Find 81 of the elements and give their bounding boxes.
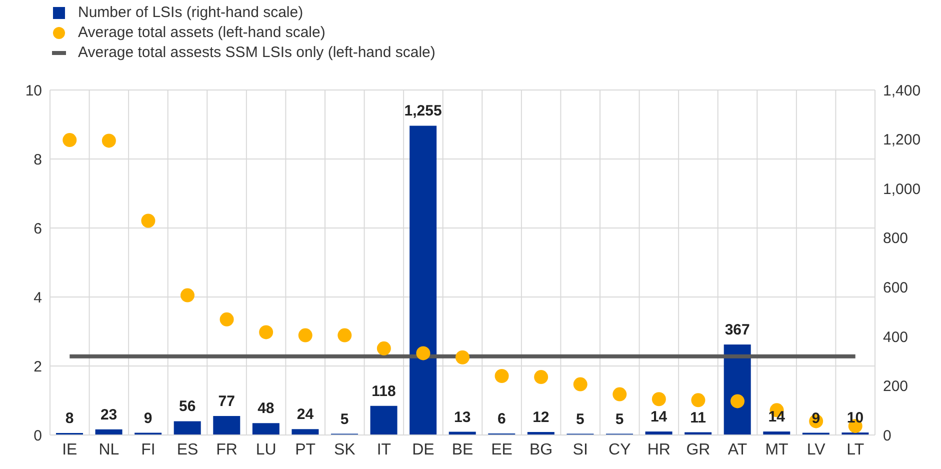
- data-label: 1,255: [404, 102, 442, 120]
- x-tick-label: MT: [765, 441, 789, 458]
- x-tick-label: PT: [295, 441, 316, 458]
- y2-tick-label: 1,200: [883, 132, 921, 149]
- point: [141, 214, 156, 228]
- data-label: 77: [218, 393, 235, 410]
- point: [259, 325, 274, 340]
- data-label: 12: [532, 409, 550, 426]
- y2-tick-label: 400: [883, 328, 908, 346]
- y-tick-label: 10: [25, 82, 42, 100]
- x-tick-label: FR: [216, 441, 238, 458]
- data-label: 5: [576, 410, 584, 428]
- x-tick-label: SK: [334, 441, 356, 458]
- data-label: 9: [812, 410, 820, 427]
- x-tick-label: ES: [176, 441, 198, 458]
- point: [180, 288, 194, 302]
- y-tick-label: 0: [34, 427, 42, 444]
- point: [691, 393, 706, 408]
- y2-tick-label: 0: [883, 427, 892, 444]
- data-label: 6: [497, 410, 506, 428]
- point: [376, 341, 391, 356]
- x-tick-label: AT: [728, 441, 748, 458]
- bar: [213, 416, 240, 435]
- bar: [292, 429, 319, 435]
- x-tick-label: LT: [846, 441, 864, 458]
- x-tick-label: HR: [647, 441, 670, 458]
- data-label: 56: [179, 398, 196, 416]
- data-label: 9: [144, 410, 152, 427]
- y-tick-label: 6: [34, 220, 42, 238]
- x-tick-label: BG: [530, 441, 553, 458]
- point: [612, 387, 627, 402]
- bar: [410, 126, 437, 435]
- point: [534, 370, 548, 384]
- point: [730, 394, 744, 408]
- point: [494, 369, 509, 384]
- y2-tick-label: 1,000: [883, 180, 921, 198]
- y2-tick-label: 600: [883, 279, 908, 296]
- x-tick-label: IE: [62, 441, 78, 458]
- data-label: 13: [454, 408, 471, 426]
- point: [220, 312, 234, 326]
- x-tick-label: IT: [376, 441, 392, 458]
- legend-label: Average total assests SSM LSIs only (left-hand scale): [78, 44, 436, 61]
- x-tick-label: BE: [452, 441, 474, 458]
- y-tick-label: 8: [34, 151, 42, 168]
- point: [62, 133, 77, 148]
- x-tick-label: LU: [256, 441, 276, 458]
- data-label: 367: [724, 322, 750, 339]
- data-label: 11: [690, 409, 706, 426]
- x-tick-label: LV: [806, 441, 826, 458]
- data-label: 118: [372, 382, 396, 400]
- data-label: 5: [615, 410, 624, 428]
- legend-label: Average total assets (left-hand scale): [78, 24, 326, 41]
- point: [102, 134, 116, 148]
- bar: [174, 421, 201, 435]
- y-tick-label: 4: [34, 289, 42, 306]
- point: [652, 392, 666, 406]
- x-tick-label: SI: [572, 441, 588, 458]
- y2-tick-label: 1,400: [883, 82, 921, 100]
- point: [338, 328, 352, 342]
- point: [456, 350, 470, 364]
- y2-tick-label: 800: [883, 230, 908, 248]
- bar: [370, 406, 398, 435]
- point: [416, 346, 430, 360]
- x-tick-label: EE: [491, 441, 512, 458]
- point: [298, 328, 312, 342]
- bar: [252, 423, 280, 435]
- x-tick-label: NL: [98, 441, 120, 458]
- y2-tick-label: 200: [883, 378, 908, 396]
- data-label: 48: [258, 400, 274, 418]
- x-tick-label: DE: [412, 441, 434, 458]
- data-label: 14: [650, 408, 668, 426]
- x-tick-label: GR: [686, 441, 710, 458]
- data-label: 5: [340, 410, 349, 428]
- data-label: 24: [296, 406, 314, 424]
- data-label: 23: [100, 406, 118, 424]
- y-tick-label: 2: [34, 358, 42, 376]
- x-tick-label: FI: [141, 441, 156, 458]
- point: [573, 377, 588, 392]
- legend-label: Number of LSIs (right-hand scale): [78, 4, 304, 21]
- x-tick-label: CY: [608, 441, 632, 458]
- data-label: 8: [65, 410, 74, 428]
